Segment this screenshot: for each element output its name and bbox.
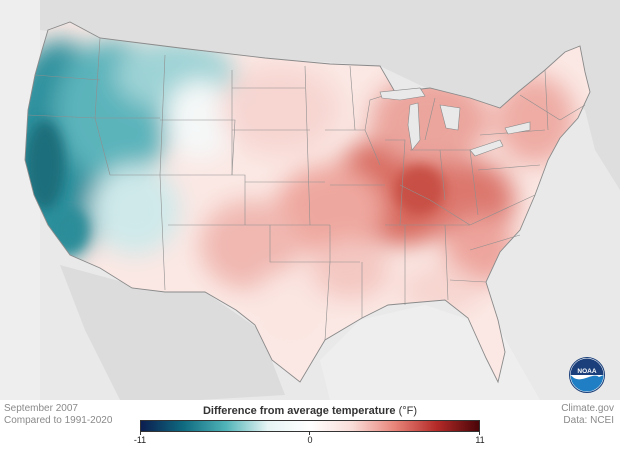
legend-tick-max: [479, 432, 480, 435]
temperature-anomaly-map: NOAA: [0, 0, 620, 400]
legend-unit: (°F): [398, 405, 418, 417]
legend-tick-min: [140, 432, 141, 435]
noaa-logo: NOAA: [569, 357, 605, 393]
state-borders: [27, 37, 586, 341]
credit-data: Data: NCEI: [563, 415, 614, 426]
map-footer: September 2007 Compared to 1991-2020 Dif…: [0, 400, 620, 450]
great-lakes: [379, 87, 531, 157]
mexico-landmass: [60, 265, 285, 400]
pacific-ocean: [0, 0, 40, 400]
legend-label-min: -11: [133, 435, 147, 445]
legend-label-mid: 0: [307, 435, 313, 445]
legend-color-bar: [140, 420, 480, 432]
map-credits: Climate.gov Data: NCEI: [561, 403, 614, 427]
credit-source: Climate.gov: [561, 403, 614, 414]
legend-title: Difference from average temperature (°F): [140, 405, 480, 417]
legend-label-max: 11: [475, 435, 485, 445]
map-caption: September 2007 Compared to 1991-2020: [4, 403, 112, 427]
map-canvas: [0, 0, 620, 400]
legend-tick-mid: [309, 432, 310, 435]
map-period: September 2007: [4, 403, 78, 414]
map-baseline: Compared to 1991-2020: [4, 415, 113, 426]
us-outline: [24, 21, 591, 384]
legend-title-text: Difference from average temperature: [202, 405, 396, 417]
noaa-logo-text: NOAA: [577, 368, 596, 375]
canada-landmass: [40, 0, 620, 190]
